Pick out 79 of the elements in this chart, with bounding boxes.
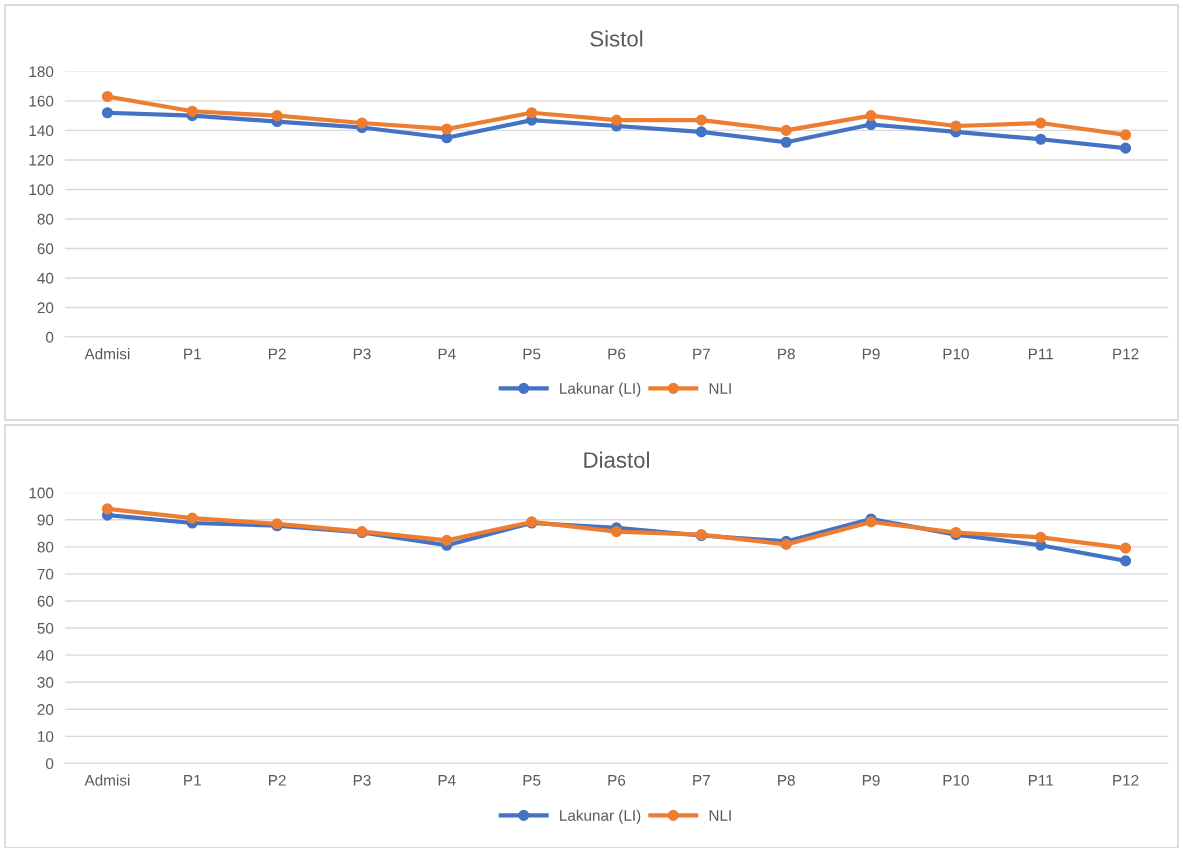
point <box>1035 117 1047 129</box>
point <box>610 114 623 126</box>
chart-title: Sistol <box>590 30 643 47</box>
legend-label: NLI <box>709 383 731 394</box>
point <box>101 90 113 103</box>
y-tick-label: 40 <box>37 649 54 661</box>
y-tick-label: 0 <box>45 758 54 770</box>
y-tick-label: 60 <box>37 595 54 607</box>
point <box>356 117 368 129</box>
point <box>695 126 707 138</box>
x-tick-label: P5 <box>523 348 541 360</box>
y-tick-label: 20 <box>37 302 54 314</box>
x-tick-label: P4 <box>438 348 456 360</box>
x-tick-label: P2 <box>269 348 286 360</box>
y-tick-label: 80 <box>37 541 54 553</box>
y-tick-label: 160 <box>29 95 54 107</box>
x-tick-label: P11 <box>1028 775 1054 786</box>
y-tick-label: 90 <box>37 514 54 526</box>
x-tick-label: P1 <box>184 775 201 786</box>
x-tick-label: P9 <box>862 348 880 360</box>
point <box>610 526 623 538</box>
point <box>780 136 792 148</box>
x-tick-label: P3 <box>353 774 371 786</box>
point <box>186 105 198 117</box>
point <box>1120 542 1132 554</box>
y-tick-label: 180 <box>29 66 54 78</box>
x-tick-label: P6 <box>608 774 626 786</box>
point <box>780 124 792 136</box>
point <box>1120 555 1132 567</box>
y-tick-label: 100 <box>29 184 54 196</box>
y-tick-label: 30 <box>37 677 54 688</box>
chart-title: Diastol <box>584 451 649 468</box>
y-tick-label: 20 <box>37 704 54 715</box>
x-tick-label: Admisi <box>84 348 130 360</box>
legend-label: Lakunar (LI) <box>560 382 641 397</box>
point <box>441 132 453 144</box>
x-tick-label: P8 <box>778 348 795 360</box>
y-tick-label: 40 <box>37 272 54 284</box>
y-tick-label: 100 <box>29 487 54 499</box>
y-tick-label: 0 <box>45 331 54 343</box>
x-tick-label: P12 <box>1113 348 1139 360</box>
point <box>101 107 113 119</box>
y-tick-label: 50 <box>37 622 54 634</box>
point <box>101 503 113 515</box>
x-tick-label: P2 <box>269 774 286 786</box>
x-tick-label: P3 <box>353 348 371 360</box>
x-tick-label: P4 <box>438 775 456 786</box>
point <box>441 534 453 546</box>
y-tick-label: 60 <box>37 243 54 255</box>
y-tick-label: 10 <box>38 731 54 743</box>
point <box>186 512 198 524</box>
point <box>271 110 283 122</box>
legend-label: NLI <box>709 810 731 821</box>
x-tick-label: P5 <box>523 775 541 786</box>
x-tick-label: P7 <box>693 775 710 786</box>
x-tick-label: Admisi <box>84 774 130 786</box>
point <box>1035 531 1047 543</box>
point <box>1120 129 1132 141</box>
y-tick-label: 70 <box>37 568 54 580</box>
point <box>695 114 707 126</box>
x-tick-label: P10 <box>943 348 969 360</box>
point <box>1035 133 1047 145</box>
x-tick-label: P6 <box>608 348 626 360</box>
y-tick-label: 140 <box>29 125 54 137</box>
point <box>1120 142 1132 154</box>
y-tick-label: 80 <box>37 213 54 225</box>
x-tick-label: P12 <box>1113 774 1139 786</box>
point <box>950 120 962 132</box>
x-tick-label: P9 <box>862 774 880 786</box>
point <box>526 107 538 119</box>
y-tick-label: 120 <box>29 154 54 166</box>
x-tick-label: P1 <box>184 348 201 360</box>
x-tick-label: P8 <box>778 774 795 786</box>
x-tick-label: P11 <box>1028 348 1054 360</box>
x-tick-label: P10 <box>943 774 969 786</box>
x-tick-label: P7 <box>693 348 710 360</box>
point <box>865 110 877 122</box>
legend-label: Lakunar (LI) <box>560 809 641 824</box>
point <box>441 123 453 135</box>
